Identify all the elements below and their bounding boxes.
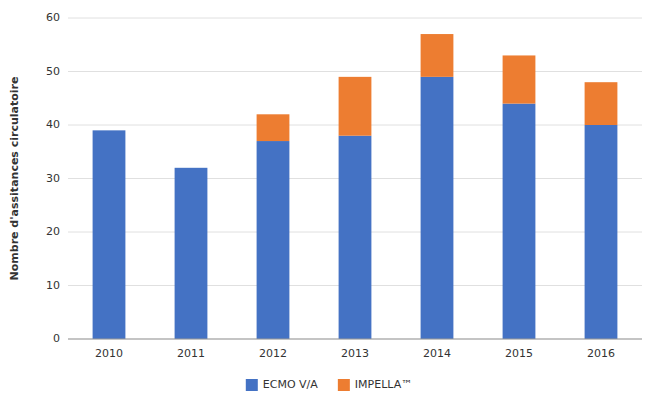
bar-segment <box>421 77 454 339</box>
y-tick-label: 50 <box>46 65 60 78</box>
y-tick-label: 10 <box>46 279 60 292</box>
bar-segment <box>93 130 126 131</box>
bar-segment <box>585 82 618 125</box>
y-tick-label: 30 <box>46 172 60 185</box>
y-tick-label: 60 <box>46 11 60 24</box>
bar-segment <box>175 167 208 168</box>
bar-segment <box>339 77 372 136</box>
grid <box>68 18 642 339</box>
y-tick-label: 40 <box>46 118 60 131</box>
y-tick-label: 20 <box>46 225 60 238</box>
x-tick-label: 2011 <box>177 347 205 360</box>
x-tick-label: 2015 <box>505 347 533 360</box>
legend-item: ECMO V/A <box>246 378 319 391</box>
bar-segment <box>421 34 454 77</box>
legend-label: IMPELLA™ <box>355 378 412 391</box>
bar-segment <box>257 141 290 339</box>
y-tick-label: 0 <box>53 332 60 345</box>
grid-line <box>68 71 642 72</box>
legend-swatch <box>246 379 258 391</box>
bar-segment <box>503 55 536 103</box>
x-tick-label: 2013 <box>341 347 369 360</box>
legend: ECMO V/A IMPELLA™ <box>246 378 412 391</box>
x-tick-label: 2010 <box>95 347 123 360</box>
grid-line <box>68 18 642 19</box>
bar-segment <box>257 114 290 141</box>
y-axis-label: Nombre d'assitances circulatoire <box>8 77 21 281</box>
legend-label: ECMO V/A <box>263 378 319 391</box>
x-axis-line <box>68 339 642 340</box>
bar-segment <box>503 104 536 339</box>
x-tick-label: 2014 <box>423 347 451 360</box>
x-tick-label: 2012 <box>259 347 287 360</box>
bar-segment <box>339 136 372 339</box>
grid-line <box>68 339 642 340</box>
legend-swatch <box>338 379 350 391</box>
legend-item: IMPELLA™ <box>338 378 412 391</box>
bar-segment <box>175 168 208 339</box>
bars <box>93 34 618 339</box>
bar-segment <box>93 130 126 339</box>
bar-segment <box>585 125 618 339</box>
x-tick-label: 2016 <box>587 347 615 360</box>
chart: 0 10 20 30 40 50 60 2010 2011 2012 2013 2014 2015 201… <box>0 0 658 409</box>
